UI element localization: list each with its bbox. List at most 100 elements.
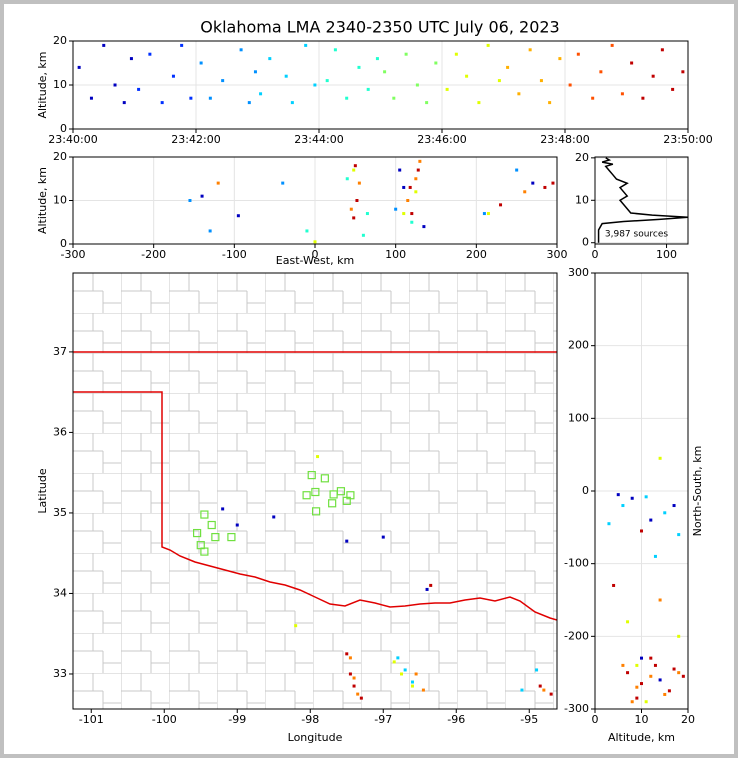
station [211,532,220,542]
source [148,52,152,56]
station [311,487,320,497]
source [304,43,308,47]
y-tick-label: 0 [60,122,67,135]
source [672,667,676,671]
source [313,83,317,87]
y-tick-label: 10 [575,193,589,206]
source [305,229,309,233]
source [357,65,361,69]
source [129,57,133,61]
axes-frame [72,156,558,245]
source [649,656,653,660]
source [538,684,542,688]
source [353,164,357,168]
station [320,474,329,483]
source [535,668,539,672]
source [681,70,685,74]
source [352,676,356,680]
source [406,199,410,202]
source [425,587,429,591]
station [207,520,216,530]
x-tick-label: 23:50:00 [663,133,712,146]
source [89,96,93,100]
source [482,212,486,216]
source [649,518,653,522]
y-tick-label: 20 [575,151,589,164]
source [429,583,433,587]
source [404,52,408,56]
source [392,96,396,100]
source [635,696,639,700]
state-border [73,351,557,621]
x-tick-label: -98 [301,713,319,726]
station [193,528,202,538]
source [626,671,630,675]
source [294,624,298,628]
x-tick-label: 23:46:00 [417,133,466,146]
source [576,52,580,56]
station [311,507,321,516]
x-axis-label: Longitude [288,731,343,744]
source [528,48,532,52]
source [208,229,212,233]
source [345,177,349,181]
source [361,233,365,237]
source [621,504,625,508]
x-tick-label: 100 [656,248,677,261]
source [649,674,653,678]
source [497,79,501,83]
source [620,92,624,96]
source [465,74,469,78]
source [345,96,349,100]
y-tick-label: 100 [568,411,589,424]
source [253,70,257,74]
x-axis-label: Altitude, km [608,731,675,744]
source [677,671,681,675]
source [681,674,685,678]
y-tick-label: 0 [582,484,589,497]
source [208,96,212,100]
y-tick-label: -300 [564,702,589,715]
source [616,493,620,497]
source [644,700,648,704]
source [316,455,320,459]
x-tick-label: -95 [520,713,538,726]
y-tick-label: 0 [582,236,589,249]
source [663,511,667,515]
station [200,547,209,556]
source [247,101,251,105]
source [290,101,294,105]
x-tick-label: -97 [374,713,392,726]
source [171,74,175,78]
source [523,190,527,194]
source [365,212,369,216]
source [402,185,406,189]
source [408,185,412,189]
source [635,685,639,689]
source [477,101,481,105]
axes-frame [72,272,558,710]
source [188,199,192,202]
source [381,535,385,539]
altitude-histogram [597,157,688,243]
x-tick-label: 0 [312,248,319,261]
axes-frame [594,272,689,710]
source [667,689,671,693]
source [658,598,662,602]
source [506,65,510,69]
source [640,529,643,533]
source [137,87,141,91]
source [352,216,356,220]
x-tick-label: 23:48:00 [540,133,589,146]
station [336,487,346,496]
source [357,181,361,185]
x-tick-label: 20 [681,713,695,726]
y-axis-label: Altitude, km [36,167,49,234]
source [366,87,370,91]
source [410,220,414,224]
axes-frame [594,156,689,245]
source [333,48,337,52]
source [421,688,425,692]
source [235,523,239,527]
source [355,199,359,202]
